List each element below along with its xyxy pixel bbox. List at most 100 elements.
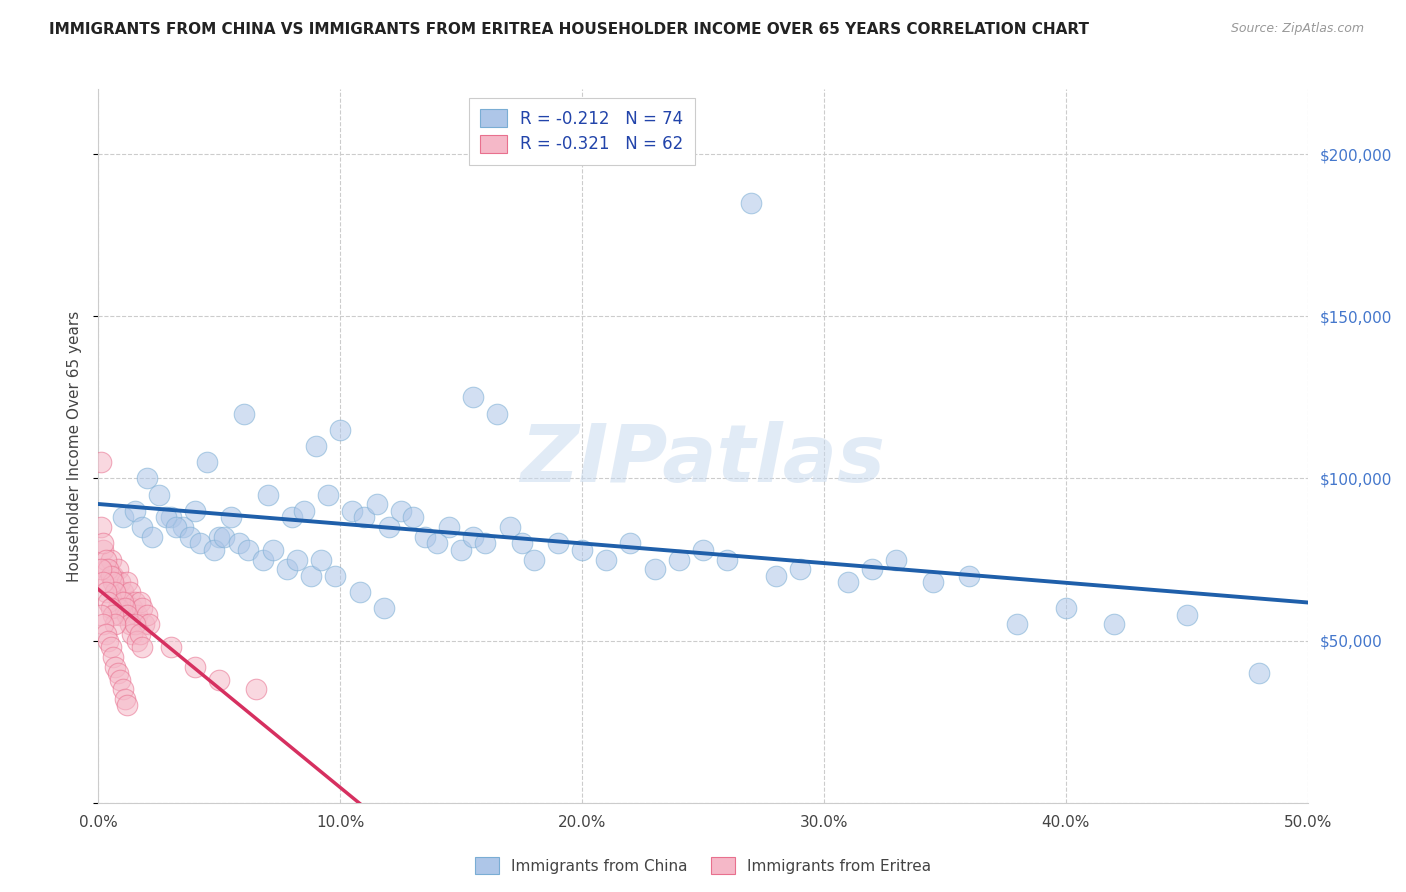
Point [128, 627, 150, 641]
Point [94, 552, 117, 566]
Point [957, 568, 980, 582]
Point [463, 530, 485, 544]
Point [886, 552, 908, 566]
Point [114, 595, 136, 609]
Point [195, 455, 218, 469]
Point [366, 497, 388, 511]
Point [111, 510, 134, 524]
Point [619, 536, 641, 550]
Point [281, 510, 304, 524]
Point [90, 607, 112, 622]
Point [97, 562, 120, 576]
Point [228, 536, 250, 550]
Point [184, 504, 207, 518]
Point [104, 585, 127, 599]
Point [138, 617, 160, 632]
Point [118, 585, 141, 599]
Point [91, 536, 114, 550]
Point [595, 552, 617, 566]
Point [108, 607, 131, 622]
Point [111, 595, 134, 609]
Point [765, 568, 787, 582]
Point [131, 640, 153, 654]
Point [692, 542, 714, 557]
Point [114, 692, 136, 706]
Legend: R = -0.212   N = 74, R = -0.321   N = 62: R = -0.212 N = 74, R = -0.321 N = 62 [468, 97, 696, 165]
Point [238, 542, 260, 557]
Point [100, 640, 122, 654]
Point [155, 510, 177, 524]
Text: ZIPatlas: ZIPatlas [520, 421, 886, 500]
Point [450, 542, 472, 557]
Point [172, 520, 194, 534]
Point [276, 562, 298, 576]
Point [463, 390, 485, 404]
Point [474, 536, 496, 550]
Point [101, 649, 124, 664]
Point [108, 575, 131, 590]
Point [94, 562, 117, 576]
Point [184, 659, 207, 673]
Point [124, 595, 146, 609]
Point [1007, 617, 1029, 632]
Point [1054, 601, 1077, 615]
Point [547, 536, 569, 550]
Text: IMMIGRANTS FROM CHINA VS IMMIGRANTS FROM ERITREA HOUSEHOLDER INCOME OVER 65 YEAR: IMMIGRANTS FROM CHINA VS IMMIGRANTS FROM… [49, 22, 1090, 37]
Point [127, 607, 149, 622]
Point [97, 595, 120, 609]
Point [107, 601, 129, 615]
Point [413, 530, 436, 544]
Point [349, 585, 371, 599]
Point [644, 562, 666, 576]
Point [97, 633, 120, 648]
Point [498, 520, 520, 534]
Point [523, 552, 546, 566]
Point [91, 617, 114, 632]
Point [121, 601, 143, 615]
Point [325, 568, 347, 582]
Point [101, 575, 124, 590]
Point [104, 585, 127, 599]
Point [91, 575, 114, 590]
Point [91, 542, 114, 557]
Point [232, 407, 254, 421]
Point [204, 542, 226, 557]
Point [668, 552, 690, 566]
Point [131, 520, 153, 534]
Point [921, 575, 943, 590]
Point [107, 562, 129, 576]
Point [148, 488, 170, 502]
Point [104, 617, 127, 632]
Point [437, 520, 460, 534]
Point [100, 601, 122, 615]
Point [208, 530, 231, 544]
Point [252, 552, 274, 566]
Point [118, 617, 141, 632]
Point [299, 568, 322, 582]
Point [389, 504, 412, 518]
Point [101, 568, 124, 582]
Point [571, 542, 593, 557]
Point [165, 520, 187, 534]
Point [107, 666, 129, 681]
Point [309, 552, 332, 566]
Point [114, 601, 136, 615]
Point [135, 471, 157, 485]
Point [100, 568, 122, 582]
Point [486, 407, 509, 421]
Point [305, 439, 328, 453]
Point [716, 552, 738, 566]
Point [128, 595, 150, 609]
Point [188, 536, 211, 550]
Point [141, 530, 163, 544]
Point [256, 488, 278, 502]
Point [740, 195, 762, 210]
Point [117, 575, 139, 590]
Point [1102, 617, 1125, 632]
Point [97, 575, 120, 590]
Point [245, 682, 267, 697]
Point [292, 504, 315, 518]
Point [131, 601, 153, 615]
Point [160, 510, 183, 524]
Point [285, 552, 308, 566]
